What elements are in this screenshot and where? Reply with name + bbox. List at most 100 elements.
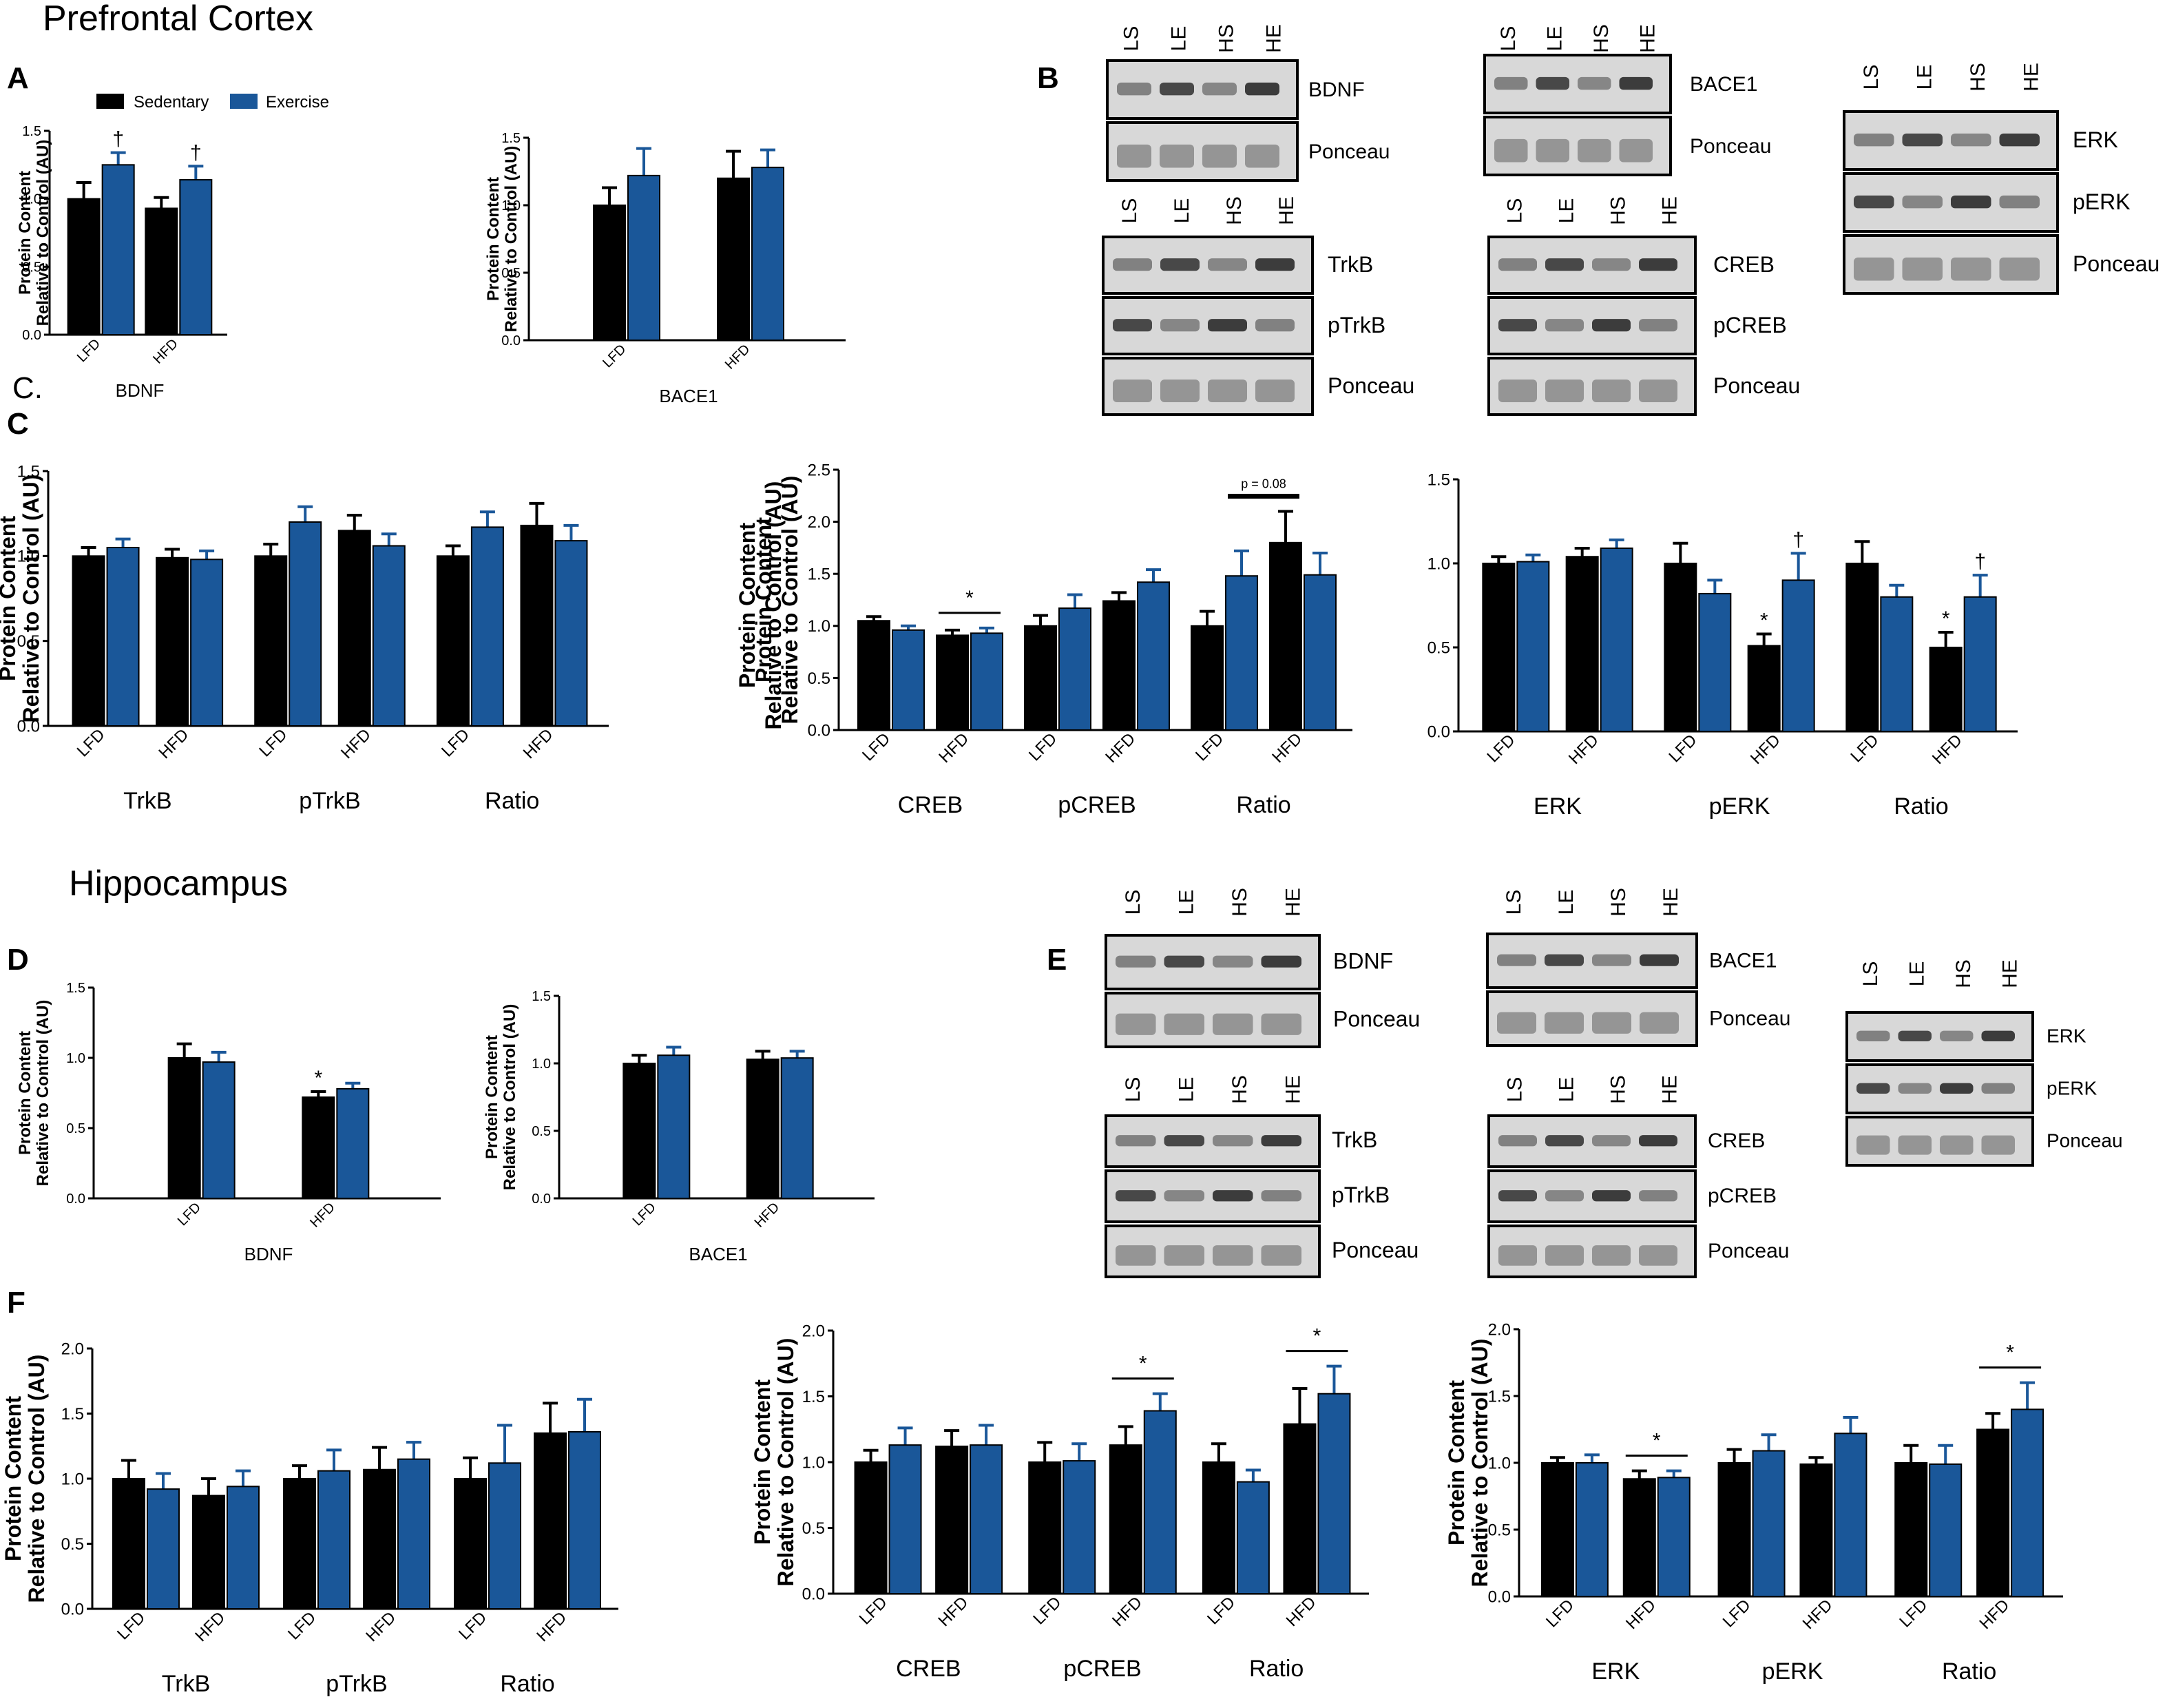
blot-band bbox=[1116, 955, 1156, 968]
significance-marker: † bbox=[1974, 550, 1986, 573]
blot-band bbox=[1116, 1245, 1156, 1266]
bar-exercise bbox=[1575, 1462, 1609, 1597]
bar-sedentary bbox=[593, 205, 626, 341]
blot-band bbox=[1545, 319, 1584, 332]
bar-exercise bbox=[1304, 574, 1337, 731]
lane-label: HE bbox=[1998, 959, 2021, 988]
y-tick-label: 0.0 bbox=[532, 1191, 551, 1207]
panel-label-d: D bbox=[7, 943, 29, 977]
blot-strip bbox=[1102, 357, 1314, 416]
bar-sedentary bbox=[167, 1057, 201, 1199]
blot-band bbox=[1639, 1135, 1677, 1147]
lane-label: LS bbox=[1503, 890, 1525, 915]
blot-row-label: CREB bbox=[1713, 252, 1775, 277]
blot-band bbox=[1213, 1190, 1253, 1202]
blot-row-label: Ponceau bbox=[2073, 251, 2159, 276]
bar-exercise bbox=[554, 540, 588, 727]
blot-strip bbox=[1106, 121, 1299, 182]
blot-band bbox=[1545, 258, 1584, 271]
y-tick-label: 2.0 bbox=[808, 513, 830, 532]
y-axis-label: Protein Content bbox=[16, 1031, 34, 1155]
legend-label-exercise: Exercise bbox=[266, 93, 329, 112]
lane-label: HE bbox=[2020, 63, 2042, 92]
x-tick-label: HFD bbox=[533, 1608, 570, 1645]
blot-band bbox=[1245, 82, 1279, 96]
lane-label: HE bbox=[1659, 196, 1682, 225]
x-tick-label: HFD bbox=[1747, 731, 1784, 768]
blot-row-label: ERK bbox=[2073, 127, 2118, 152]
blot-band bbox=[1545, 1012, 1584, 1034]
x-tick-label: HFD bbox=[155, 725, 192, 762]
group-label: pCREB bbox=[1058, 792, 1136, 818]
bar-sedentary bbox=[520, 524, 554, 727]
bar-sedentary bbox=[936, 634, 969, 731]
blot-band bbox=[1498, 379, 1537, 402]
x-tick-label: LFD bbox=[1029, 1593, 1065, 1628]
blot-band bbox=[1951, 195, 1991, 209]
bar-exercise bbox=[1063, 1460, 1096, 1595]
blot-band bbox=[1208, 258, 1247, 271]
bar-sedentary bbox=[935, 1446, 969, 1595]
significance-annotation: p = 0.08 bbox=[1241, 477, 1286, 490]
bar-exercise bbox=[1058, 607, 1091, 731]
bar-exercise bbox=[1834, 1433, 1868, 1598]
panel-label-f: F bbox=[7, 1286, 25, 1320]
x-tick-label: LFD bbox=[284, 1608, 320, 1643]
blot-band bbox=[1117, 144, 1151, 168]
blot-band bbox=[1639, 379, 1677, 402]
lane-label: LE bbox=[1555, 890, 1578, 915]
x-tick-label: HFD bbox=[337, 725, 375, 762]
blot-row-label: BDNF bbox=[1308, 79, 1365, 101]
blot-band bbox=[1116, 1135, 1156, 1147]
significance-marker: * bbox=[1942, 607, 1950, 630]
blot-band bbox=[1160, 258, 1200, 271]
lane-label: LE bbox=[1168, 26, 1191, 52]
blot-row-label: pTrkB bbox=[1328, 313, 1385, 337]
y-tick-label: 1.0 bbox=[808, 617, 830, 636]
blot-band bbox=[1494, 76, 1528, 90]
y-axis-label: Protein Content bbox=[484, 177, 503, 301]
y-tick-label: 0.5 bbox=[802, 1519, 825, 1538]
x-tick-label: LFD bbox=[600, 342, 629, 371]
blot-band bbox=[1160, 82, 1194, 96]
bar-exercise bbox=[568, 1430, 601, 1610]
bar-sedentary bbox=[1283, 1423, 1317, 1595]
y-axis-label: Protein Content bbox=[751, 517, 776, 683]
blot-band bbox=[1536, 138, 1569, 163]
blot-band bbox=[1498, 1245, 1537, 1266]
blot-strip bbox=[1483, 116, 1672, 176]
blot-row-label: CREB bbox=[1708, 1129, 1765, 1152]
blot-band bbox=[1854, 195, 1894, 209]
group-label: pTrkB bbox=[299, 788, 360, 814]
blot-band bbox=[1202, 82, 1237, 96]
blot-band bbox=[1261, 1013, 1301, 1035]
lane-label: HS bbox=[1952, 959, 1975, 988]
blot-band bbox=[1898, 1083, 1932, 1094]
blot-row-label: Ponceau bbox=[1709, 1007, 1790, 1030]
bar-exercise bbox=[488, 1462, 521, 1610]
bar-exercise bbox=[179, 179, 213, 336]
bar-exercise bbox=[1137, 581, 1170, 731]
y-tick-label: 1.5 bbox=[501, 131, 521, 146]
blot-band bbox=[1160, 379, 1200, 402]
x-tick-label: LFD bbox=[1192, 729, 1227, 764]
blot-trkb: LS LE HS HE TrkB pTrkB Ponceau bbox=[1105, 1075, 1419, 1278]
x-tick-label: HFD bbox=[722, 342, 753, 373]
y-tick-label: 0.5 bbox=[1427, 638, 1450, 657]
y-tick-label: 1.5 bbox=[22, 124, 41, 139]
blot-band bbox=[1856, 1135, 1890, 1155]
blot-band bbox=[1592, 1245, 1631, 1266]
blot-row-label: Ponceau bbox=[2047, 1129, 2123, 1151]
x-tick-label: LFD bbox=[74, 725, 109, 760]
chart-c2: 0.0 0.5 1.0 1.5 2.0 2.5 Protein Content Relativ… bbox=[751, 461, 1352, 818]
x-tick-label: HFD bbox=[1109, 1593, 1146, 1630]
blot-band bbox=[1640, 1012, 1679, 1034]
group-label: CREB bbox=[896, 1656, 961, 1682]
blot-band bbox=[1497, 954, 1536, 966]
y-axis-label: Relative to Control (AU) bbox=[34, 140, 52, 326]
group-label: pERK bbox=[1709, 793, 1770, 820]
bar-sedentary bbox=[1102, 600, 1136, 731]
lane-label: LS bbox=[1504, 198, 1527, 224]
